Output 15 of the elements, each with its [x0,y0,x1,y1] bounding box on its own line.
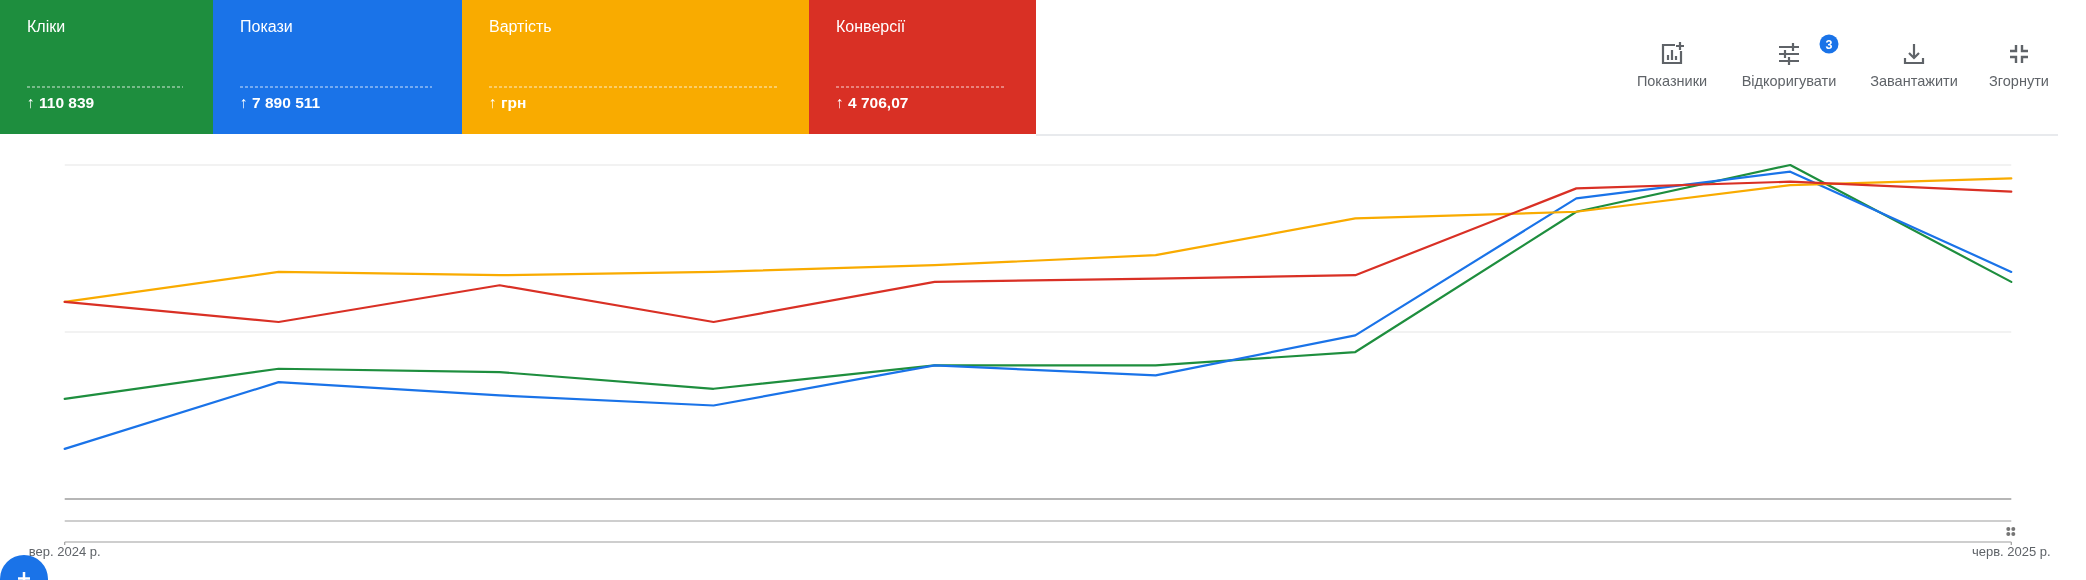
text: ↑ 110 839 [27,94,95,111]
x-tick-label: вер. 2024 р. [28,544,101,559]
text: Завантажити [1870,73,1958,89]
text: ↑ 4 706,07 [836,94,909,111]
text: 3 [1825,37,1833,52]
text: Відкоригувати [1741,73,1837,89]
text: ↑ 7 890 511 [240,94,321,111]
legend-label: Покази [240,18,293,35]
legend-label: Конверсії [836,18,906,35]
text: Показники [1636,73,1708,89]
text: ↑ грн [489,94,527,111]
text: Згорнути [1989,73,2049,89]
legend-label: Кліки [27,18,66,35]
legend-label: Вартість [489,18,552,35]
x-tick-label: черв. 2025 р. [1971,544,2051,559]
